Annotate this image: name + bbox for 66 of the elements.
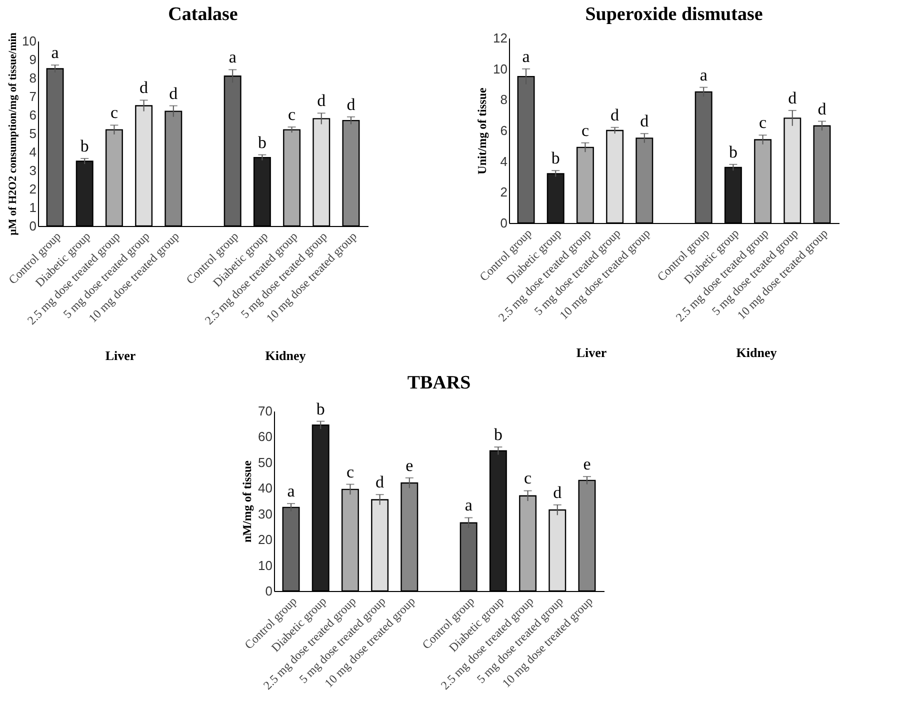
text: Kidney <box>265 348 306 363</box>
data-label: d <box>553 482 562 502</box>
data-label: d <box>610 105 620 124</box>
data-label: c <box>110 103 118 122</box>
data-label: b <box>551 148 560 168</box>
data-label: b <box>316 399 325 418</box>
y-axis-title: nM/mg of tissue <box>240 460 254 542</box>
y-tick-label: 6 <box>29 108 36 122</box>
text: Kidney <box>736 345 778 360</box>
y-tick-label: 60 <box>258 429 272 444</box>
data-label: d <box>818 99 827 118</box>
data-label: b <box>728 142 738 162</box>
data-label: a <box>522 46 530 66</box>
y-tick-label: 0 <box>500 216 508 230</box>
y-axis-title: Unit/mg of tissue <box>475 86 490 174</box>
y-tick-label: 3 <box>29 163 36 178</box>
data-label: e <box>406 456 414 475</box>
y-tick-label: 2 <box>500 184 508 200</box>
data-label: d <box>640 112 650 131</box>
data-label: e <box>583 454 591 474</box>
y-tick-label: 70 <box>258 404 272 418</box>
y-tick-label: 30 <box>258 506 272 522</box>
chart-title: Superoxide dismutase <box>585 4 763 25</box>
data-label: a <box>51 43 60 62</box>
y-tick-label: 9 <box>29 52 36 67</box>
data-label: c <box>346 462 354 482</box>
y-tick-label: 7 <box>29 89 36 104</box>
y-tick-label: 8 <box>29 70 36 86</box>
chart-title: Catalase <box>168 4 238 26</box>
y-axis-title: µM of H2O2 consumption/mg of tissue/min <box>7 32 20 236</box>
y-tick-label: 1 <box>29 200 36 215</box>
data-label: d <box>140 78 149 98</box>
y-tick-label: 10 <box>493 61 508 76</box>
data-label: d <box>346 94 356 114</box>
data-label: a <box>228 48 237 67</box>
data-label: d <box>376 472 385 492</box>
data-label: c <box>288 105 296 124</box>
data-label: c <box>524 468 532 488</box>
data-label: c <box>581 120 590 140</box>
y-tick-label: 8 <box>500 92 508 108</box>
data-label: d <box>169 84 178 103</box>
y-tick-label: 10 <box>22 34 36 48</box>
data-label: d <box>317 91 326 110</box>
y-tick-label: 4 <box>29 144 36 160</box>
data-label: d <box>788 88 798 108</box>
text: Liver <box>105 348 136 363</box>
data-label: c <box>759 113 768 132</box>
chart-title: TBARS <box>407 372 471 394</box>
y-tick-label: 5 <box>29 126 36 141</box>
y-tick-label: 0 <box>29 218 36 234</box>
y-tick-label: 20 <box>258 532 272 548</box>
y-tick-label: 4 <box>500 154 508 169</box>
y-tick-label: 50 <box>258 454 272 470</box>
y-tick-label: 6 <box>500 123 508 138</box>
data-label: b <box>258 132 266 152</box>
data-label: a <box>700 65 708 84</box>
y-tick-label: 0 <box>265 584 272 598</box>
data-label: b <box>80 136 89 156</box>
y-tick-label: 40 <box>258 480 272 496</box>
y-tick-label: 10 <box>258 558 272 573</box>
data-label: a <box>287 482 296 501</box>
data-label: a <box>464 496 473 515</box>
y-tick-label: 2 <box>29 182 36 196</box>
y-tick-label: 12 <box>493 30 508 46</box>
text: Liver <box>576 345 607 360</box>
data-label: b <box>494 425 502 444</box>
